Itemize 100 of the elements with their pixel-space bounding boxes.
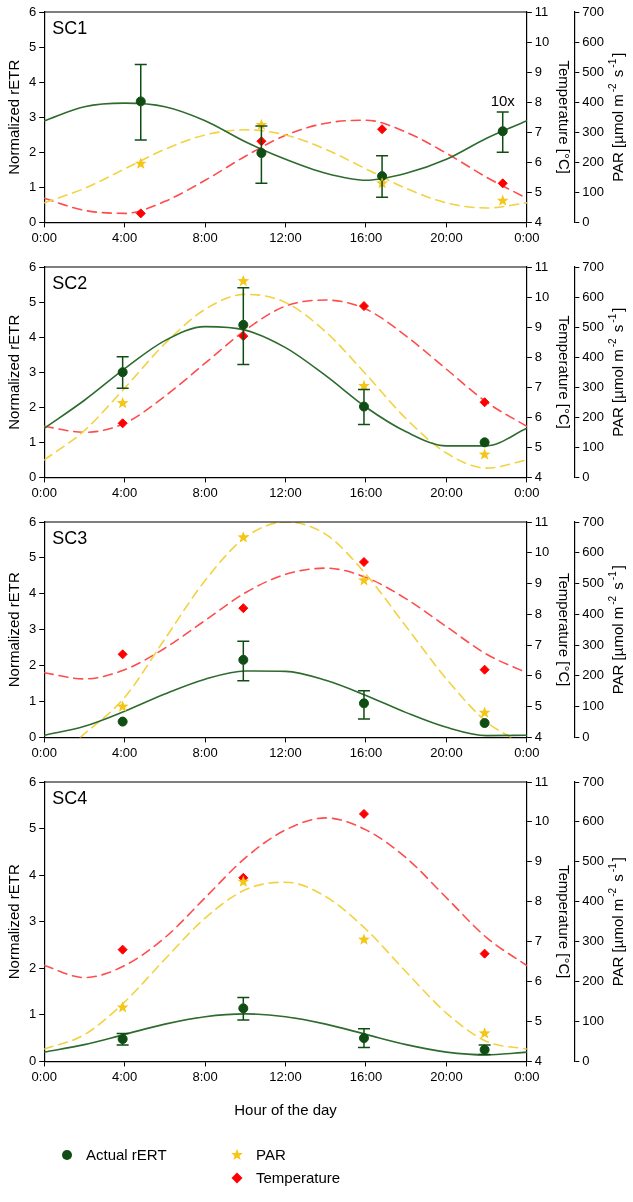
y-tick-label: 0 bbox=[29, 1052, 37, 1068]
x-tick-label: 12:00 bbox=[269, 744, 302, 760]
chart-title: SC3 bbox=[52, 527, 88, 548]
x-tick-label: 4:00 bbox=[112, 229, 138, 245]
x-tick-label: 20:00 bbox=[430, 229, 463, 245]
y3-tick-label: 400 bbox=[582, 348, 605, 364]
y-tick-label: 2 bbox=[29, 657, 37, 673]
y3-tick-label: 600 bbox=[582, 33, 605, 49]
y3-axis-title: PAR [µmol m-2 s-1] bbox=[607, 307, 626, 437]
point bbox=[237, 274, 250, 287]
chart-title: SC1 bbox=[52, 17, 88, 38]
y-tick-label: 0 bbox=[29, 213, 37, 229]
y-tick-label: 3 bbox=[29, 621, 37, 637]
y-axis-title: Normalized rETR bbox=[5, 59, 23, 175]
y2-tick-label: 5 bbox=[534, 1013, 543, 1029]
point bbox=[497, 126, 508, 137]
y-tick-label: 6 bbox=[29, 513, 37, 529]
x-tick-label: 12:00 bbox=[269, 1068, 302, 1084]
y-tick-label: 3 bbox=[29, 363, 37, 379]
x-tick-label: 8:00 bbox=[192, 229, 218, 245]
y2-tick-label: 9 bbox=[534, 318, 543, 334]
x-tick-label: 16:00 bbox=[349, 229, 383, 245]
y2-tick-label: 8 bbox=[534, 348, 543, 364]
y-tick-label: 3 bbox=[29, 108, 37, 124]
y3-tick-label: 500 bbox=[582, 318, 605, 334]
point bbox=[135, 208, 146, 219]
line-series bbox=[44, 299, 527, 434]
x-tick-label: 4:00 bbox=[112, 1068, 138, 1084]
y-tick-label: 1 bbox=[29, 178, 37, 194]
y3-axis-title: PAR [µmol m-2 s-1] bbox=[607, 857, 626, 987]
y-tick-label: 2 bbox=[29, 398, 37, 414]
point bbox=[496, 194, 509, 206]
y2-axis-title: Temperature [°C] bbox=[556, 60, 574, 174]
y3-tick-label: 600 bbox=[582, 544, 605, 560]
y3-tick-label: 300 bbox=[582, 636, 605, 652]
annotation: 10x bbox=[490, 91, 516, 109]
y-axis-title: Normalized rETR bbox=[5, 314, 23, 430]
y-tick-label: 1 bbox=[29, 433, 37, 449]
y-tick-label: 0 bbox=[29, 468, 37, 484]
point bbox=[358, 933, 370, 945]
y2-tick-label: 4 bbox=[534, 728, 543, 744]
x-tick-label: 12:00 bbox=[269, 229, 302, 245]
chart-title: SC2 bbox=[52, 272, 88, 293]
y2-tick-label: 7 bbox=[534, 933, 543, 949]
y3-tick-label: 300 bbox=[582, 378, 605, 394]
point bbox=[478, 1027, 491, 1039]
point bbox=[117, 649, 128, 660]
y2-tick-label: 8 bbox=[534, 93, 543, 109]
point bbox=[358, 698, 369, 709]
y3-tick-label: 400 bbox=[582, 605, 605, 621]
y3-tick-label: 700 bbox=[582, 3, 605, 19]
y3-tick-label: 100 bbox=[582, 183, 605, 199]
point bbox=[135, 96, 146, 107]
y-tick-label: 6 bbox=[29, 3, 37, 19]
x-tick-label: 16:00 bbox=[349, 1068, 383, 1084]
y2-tick-label: 6 bbox=[534, 153, 543, 169]
y-axis-title: Normalized rETR bbox=[5, 572, 23, 688]
point bbox=[479, 397, 490, 408]
y2-tick-label: 4 bbox=[534, 1052, 543, 1068]
y2-tick-label: 5 bbox=[534, 438, 543, 454]
point bbox=[237, 531, 250, 543]
x-tick-label: 4:00 bbox=[112, 744, 138, 760]
point bbox=[238, 319, 249, 330]
y3-tick-label: 200 bbox=[582, 667, 605, 683]
y3-tick-label: 400 bbox=[582, 893, 605, 909]
x-tick-label: 4:00 bbox=[112, 484, 138, 500]
x-tick-label: 20:00 bbox=[430, 1068, 463, 1084]
y3-tick-label: 700 bbox=[582, 773, 605, 789]
point bbox=[238, 603, 249, 614]
y3-tick-label: 0 bbox=[582, 468, 590, 484]
y2-tick-label: 8 bbox=[534, 893, 543, 909]
point bbox=[117, 418, 128, 429]
y-tick-label: 5 bbox=[29, 820, 37, 836]
y3-tick-label: 700 bbox=[582, 513, 605, 529]
point bbox=[479, 437, 490, 448]
y2-tick-label: 11 bbox=[534, 3, 549, 19]
y-tick-label: 1 bbox=[29, 1006, 37, 1022]
point bbox=[478, 448, 491, 460]
x-tick-label: 20:00 bbox=[430, 744, 463, 760]
y-tick-label: 6 bbox=[29, 258, 37, 274]
line-series bbox=[44, 817, 527, 979]
x-tick-label: 0:00 bbox=[31, 484, 57, 500]
y-tick-label: 2 bbox=[29, 143, 37, 159]
y3-axis-title: PAR [µmol m-2 s-1] bbox=[607, 565, 626, 695]
y2-tick-label: 10 bbox=[534, 288, 550, 304]
x-tick-label: 20:00 bbox=[430, 484, 463, 500]
y2-tick-label: 6 bbox=[534, 408, 543, 424]
y3-tick-label: 700 bbox=[582, 258, 605, 274]
x-tick-label: 16:00 bbox=[349, 744, 383, 760]
x-tick-label: 0:00 bbox=[514, 229, 540, 245]
y-tick-label: 4 bbox=[29, 585, 37, 601]
x-axis-title: Hour of the day bbox=[234, 1101, 338, 1119]
y-tick-label: 4 bbox=[29, 328, 37, 344]
y2-tick-label: 4 bbox=[534, 468, 543, 484]
point bbox=[358, 557, 369, 567]
x-tick-label: 8:00 bbox=[192, 484, 218, 500]
point bbox=[358, 808, 369, 819]
x-tick-label: 12:00 bbox=[269, 484, 302, 500]
y3-tick-label: 600 bbox=[582, 288, 605, 304]
x-tick-label: 8:00 bbox=[192, 744, 218, 760]
